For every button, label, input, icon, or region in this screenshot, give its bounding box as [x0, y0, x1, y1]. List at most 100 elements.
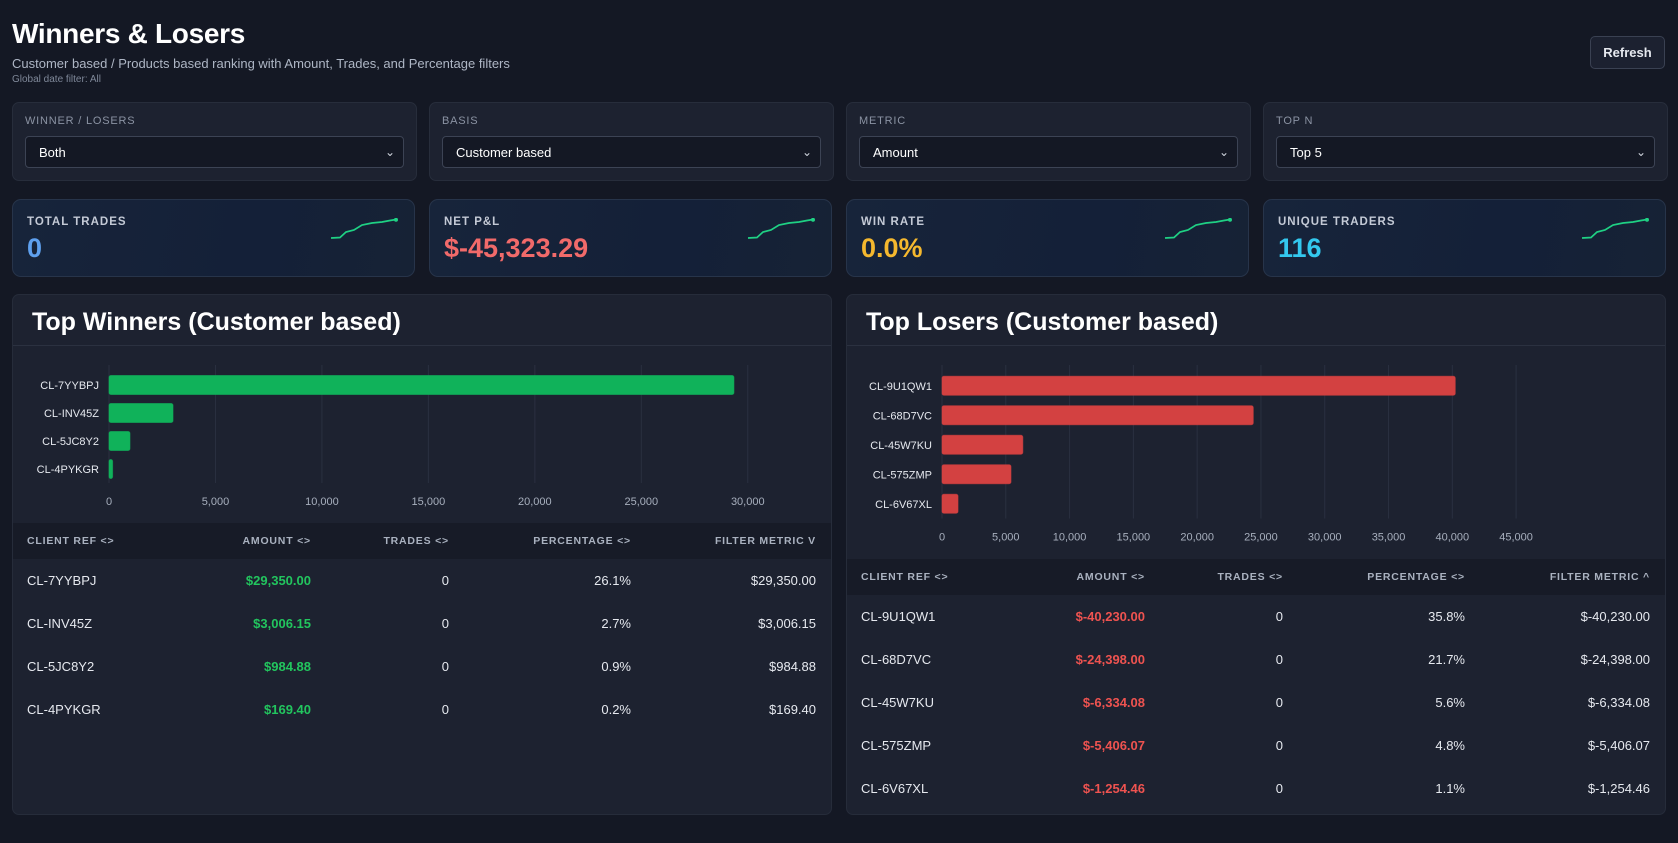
category-label: CL-6V67XL: [875, 499, 932, 511]
cell-trades: 0: [441, 659, 449, 674]
select-value: Customer based: [456, 144, 552, 160]
winner-losers-select[interactable]: Both ⌄: [25, 136, 404, 168]
table-row[interactable]: CL-INV45Z $3,006.15 0 2.7% $3,006.15: [13, 602, 831, 645]
table-row[interactable]: CL-4PYKGR $169.40 0 0.2% $169.40: [13, 688, 831, 731]
table-row[interactable]: CL-7YYBPJ $29,350.00 0 26.1% $29,350.00: [13, 559, 831, 602]
filter-label: METRIC: [859, 115, 906, 127]
kpi-value: 116: [1278, 233, 1322, 263]
x-tick-label: 30,000: [731, 496, 765, 508]
bar: [941, 405, 1254, 426]
kpi-value: $-45,323.29: [444, 233, 589, 263]
table-row[interactable]: CL-45W7KU $-6,334.08 0 5.6% $-6,334.08: [847, 681, 1665, 724]
page-subtitle: Customer based / Products based ranking …: [12, 56, 510, 71]
cell-metric: $984.88: [769, 659, 816, 674]
category-label: CL-575ZMP: [873, 469, 932, 481]
column-header[interactable]: AMOUNT <>: [1076, 571, 1145, 583]
kpi-unique-traders: UNIQUE TRADERS 116: [1263, 199, 1666, 277]
bar: [108, 431, 131, 451]
x-tick-label: 25,000: [1244, 532, 1278, 544]
filter-basis: BASIS Customer based ⌄: [429, 102, 834, 181]
category-label: CL-7YYBPJ: [40, 380, 99, 392]
cell-metric: $-40,230.00: [1580, 609, 1650, 624]
table-row[interactable]: CL-5JC8Y2 $984.88 0 0.9% $984.88: [13, 645, 831, 688]
x-tick-label: 10,000: [1053, 532, 1087, 544]
cell-trades: 0: [1275, 695, 1283, 710]
winners-bar-chart: 0 5,000 10,000 15,000 20,000 25,000 30,000 CL-7…: [37, 365, 765, 508]
filter-label: TOP N: [1276, 115, 1314, 127]
sparkline-icon: [330, 218, 398, 239]
x-tick-label: 15,000: [412, 496, 446, 508]
table-row[interactable]: CL-575ZMP $-5,406.07 0 4.8% $-5,406.07: [847, 724, 1665, 767]
column-header[interactable]: AMOUNT <>: [242, 535, 311, 547]
bar: [941, 493, 959, 514]
filter-label: WINNER / LOSERS: [25, 115, 136, 127]
kpi-value: 0: [27, 233, 43, 263]
cell-percentage: 21.7%: [1428, 652, 1465, 667]
chevron-down-icon: ⌄: [1218, 145, 1229, 159]
refresh-button[interactable]: Refresh: [1590, 36, 1665, 69]
metric-select[interactable]: Amount ⌄: [859, 136, 1238, 168]
basis-select[interactable]: Customer based ⌄: [442, 136, 821, 168]
category-label: CL-4PYKGR: [37, 464, 99, 476]
top-n-select[interactable]: Top 5 ⌄: [1276, 136, 1655, 168]
column-header[interactable]: FILTER METRIC V: [714, 535, 816, 547]
bar: [108, 375, 735, 395]
cell-amount: $-24,398.00: [1075, 652, 1145, 667]
cell-metric: $3,006.15: [758, 616, 816, 631]
filter-label: BASIS: [442, 115, 479, 127]
category-label: CL-INV45Z: [44, 408, 99, 420]
category-label: CL-45W7KU: [870, 440, 932, 452]
x-tick-label: 0: [106, 496, 112, 508]
cell-amount: $169.40: [264, 702, 311, 717]
cell-metric: $-24,398.00: [1580, 652, 1650, 667]
table-row[interactable]: CL-9U1QW1 $-40,230.00 0 35.8% $-40,230.00: [847, 595, 1665, 638]
sparkline-icon: [1581, 218, 1649, 239]
column-header[interactable]: CLIENT REF <>: [861, 571, 949, 583]
chevron-down-icon: ⌄: [1635, 145, 1646, 159]
bar: [108, 403, 174, 423]
panel-title: Top Losers (Customer based): [847, 295, 1665, 346]
cell-amount: $-40,230.00: [1075, 609, 1145, 624]
column-header[interactable]: FILTER METRIC ^: [1549, 571, 1650, 583]
kpi-label: TOTAL TRADES: [27, 216, 127, 228]
x-tick-label: 40,000: [1435, 532, 1469, 544]
cell-trades: 0: [1275, 609, 1283, 624]
bar: [108, 459, 114, 479]
column-header[interactable]: TRADES <>: [383, 535, 449, 547]
sparkline-icon: [747, 218, 815, 239]
filter-metric: METRIC Amount ⌄: [846, 102, 1251, 181]
page-title: Winners & Losers: [12, 18, 246, 49]
cell-client: CL-6V67XL: [861, 781, 929, 796]
x-tick-label: 10,000: [305, 496, 339, 508]
select-value: Amount: [873, 144, 918, 160]
bar: [941, 375, 1456, 396]
cell-trades: 0: [441, 573, 449, 588]
column-header[interactable]: CLIENT REF <>: [27, 535, 115, 547]
cell-trades: 0: [1275, 652, 1283, 667]
column-header[interactable]: PERCENTAGE <>: [1367, 571, 1465, 583]
cell-percentage: 0.2%: [601, 702, 631, 717]
x-tick-label: 25,000: [624, 496, 658, 508]
x-tick-label: 30,000: [1308, 532, 1342, 544]
table-row[interactable]: CL-68D7VC $-24,398.00 0 21.7% $-24,398.00: [847, 638, 1665, 681]
cell-client: CL-575ZMP: [861, 738, 932, 753]
cell-metric: $29,350.00: [750, 573, 816, 588]
cell-metric: $169.40: [769, 702, 816, 717]
losers-bar-chart: 0 5,000 10,000 15,000 20,000 25,000 30,000 35,0…: [869, 365, 1533, 544]
table-row[interactable]: CL-6V67XL $-1,254.46 0 1.1% $-1,254.46: [847, 767, 1665, 810]
column-header[interactable]: PERCENTAGE <>: [533, 535, 631, 547]
cell-client: CL-68D7VC: [861, 652, 932, 667]
x-tick-label: 20,000: [518, 496, 552, 508]
cell-amount: $3,006.15: [253, 616, 311, 631]
bar: [941, 464, 1012, 485]
kpi-label: UNIQUE TRADERS: [1278, 216, 1396, 228]
cell-percentage: 4.8%: [1435, 738, 1465, 753]
column-header[interactable]: TRADES <>: [1217, 571, 1283, 583]
top-losers-panel: Top Losers (Customer based) 0 5,000 10,000…: [846, 294, 1666, 815]
cell-trades: 0: [1275, 738, 1283, 753]
cell-trades: 0: [1275, 781, 1283, 796]
cell-amount: $-5,406.07: [1082, 738, 1145, 753]
kpi-net-pnl: NET P&L $-45,323.29: [429, 199, 832, 277]
chevron-down-icon: ⌄: [801, 145, 812, 159]
cell-amount: $-6,334.08: [1082, 695, 1145, 710]
